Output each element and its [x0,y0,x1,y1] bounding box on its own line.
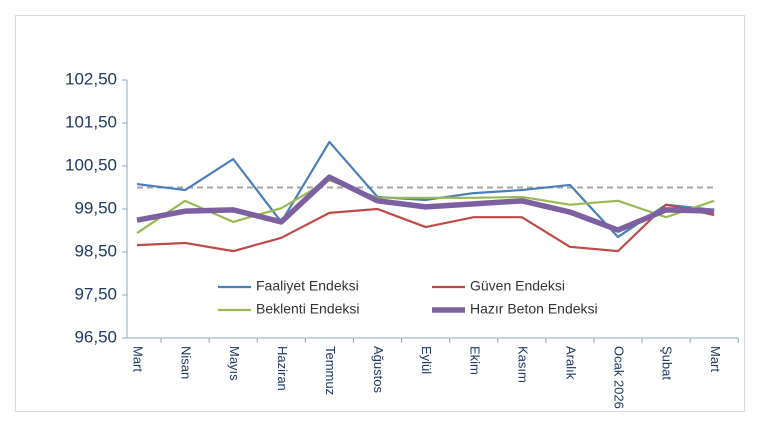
x-tick-label: Ekim [467,346,482,375]
x-tick-label: Nisan [179,346,194,379]
legend-label: Güven Endeksi [470,278,565,294]
y-tick-label: 99,50 [74,198,117,217]
chart-frame [15,15,745,412]
x-tick-label: Ocak 2026 [612,346,627,409]
y-tick-label: 96,50 [74,327,117,346]
x-tick-label: Haziran [275,346,290,391]
y-tick-label: 101,50 [65,112,117,131]
legend-label: Faaliyet Endeksi [256,278,359,294]
legend-label: Hazır Beton Endeksi [470,301,598,317]
y-tick-label: 98,50 [74,241,117,260]
y-tick-label: 100,50 [65,155,117,174]
x-tick-label: Mayıs [227,346,242,381]
x-tick-label: Mart [131,346,146,372]
x-tick-label: Eylül [419,346,434,374]
y-tick-label: 97,50 [74,284,117,303]
series-line [136,203,715,253]
legend-label: Beklenti Endeksi [256,301,360,317]
series-line [136,140,715,239]
series-line [136,174,715,233]
x-tick-label: Kasım [515,346,530,383]
x-tick-label: Temmuz [323,346,338,395]
x-tick-label: Mart [708,346,723,372]
x-tick-label: Şubat [660,346,675,380]
y-tick-label: 102,50 [65,69,117,88]
series-line [136,179,715,234]
x-tick-label: Ağustos [371,346,386,393]
x-tick-label: Aralık [563,346,578,380]
